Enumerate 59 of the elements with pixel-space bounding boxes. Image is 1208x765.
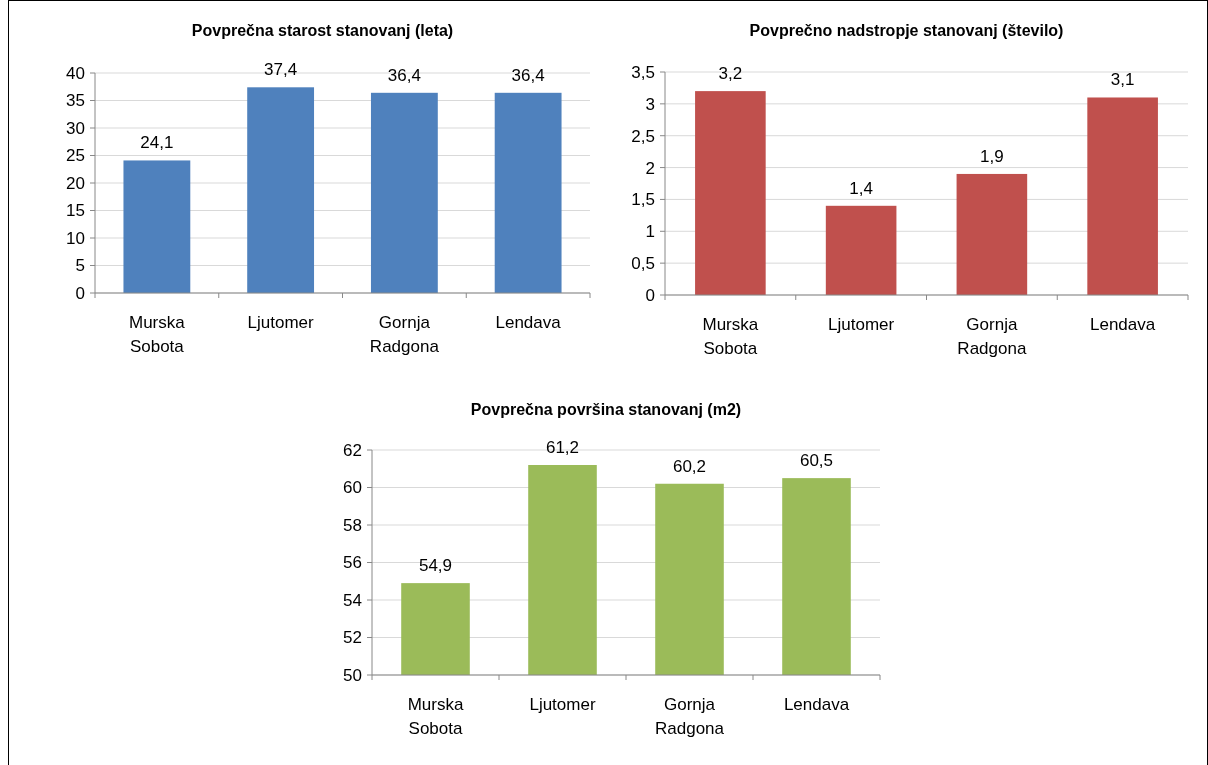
y-tick-label: 62 (343, 440, 362, 460)
bar (695, 91, 766, 295)
x-tick-label: Murska Sobota (129, 313, 186, 356)
y-tick-label: 1,5 (631, 190, 655, 210)
data-label: 36,4 (387, 65, 421, 85)
y-tick-label: 60 (343, 478, 362, 498)
data-label: 3,1 (1110, 70, 1135, 90)
bar (494, 92, 562, 293)
x-tick-label: Ljutomer (247, 313, 315, 332)
y-tick-label: 20 (66, 173, 85, 193)
y-tick-label: 3 (645, 94, 655, 114)
x-tick-label: Murska Sobota (702, 315, 759, 358)
y-tick-label: 35 (66, 91, 85, 111)
data-label: 36,4 (511, 65, 545, 85)
y-tick-label: 0 (645, 285, 655, 305)
data-label: 1,9 (980, 146, 1004, 166)
y-tick-label: 15 (66, 201, 85, 221)
y-tick-label: 5 (75, 256, 85, 276)
y-tick-label: 1 (645, 222, 655, 242)
x-tick-label: Lendava (783, 695, 850, 714)
y-tick-label: 56 (343, 553, 362, 573)
bar (956, 173, 1028, 295)
bar (123, 160, 191, 293)
y-tick-label: 3,5 (631, 62, 655, 82)
bar (370, 92, 438, 293)
data-label: 61,2 (545, 438, 580, 457)
y-tick-label: 40 (66, 63, 85, 83)
data-label: 60,2 (672, 456, 707, 476)
data-label: 24,1 (140, 133, 174, 153)
y-tick-label: 2 (645, 158, 655, 178)
data-label: 60,5 (799, 451, 834, 471)
data-label: 1,4 (849, 178, 873, 198)
x-tick-label: Gornja Radgona (369, 313, 440, 356)
x-tick-label: Ljutomer (828, 315, 895, 334)
y-tick-label: 2,5 (631, 126, 655, 146)
x-tick-label: Lendava (1090, 315, 1156, 334)
y-tick-label: 25 (66, 146, 85, 166)
y-tick-label: 0,5 (631, 254, 655, 274)
y-tick-label: 58 (343, 515, 362, 535)
y-tick-label: 50 (343, 665, 362, 685)
chart-title: Povprečno nadstropje stanovanj (število) (749, 22, 1064, 39)
x-tick-label: Gornja Radgona (957, 315, 1027, 358)
data-label: 3,2 (718, 64, 743, 84)
data-label: 54,9 (418, 556, 453, 576)
y-tick-label: 30 (66, 118, 85, 138)
x-tick-label: Lendava (495, 313, 562, 332)
x-tick-label: Gornja Radgona (654, 695, 725, 738)
bar (825, 205, 897, 295)
x-tick-label: Ljutomer (529, 695, 596, 714)
y-tick-label: 52 (343, 628, 362, 648)
chart-title: Povprečna površina stanovanj (m2) (470, 401, 742, 418)
bar (1087, 97, 1158, 295)
chart-title: Povprečna starost stanovanj (leta) (191, 22, 454, 39)
y-tick-label: 0 (75, 283, 85, 303)
y-tick-label: 10 (66, 228, 85, 248)
x-tick-label: Murska Sobota (407, 695, 464, 738)
y-tick-label: 54 (343, 590, 362, 610)
bar (247, 87, 315, 293)
data-label: 37,4 (264, 60, 298, 80)
